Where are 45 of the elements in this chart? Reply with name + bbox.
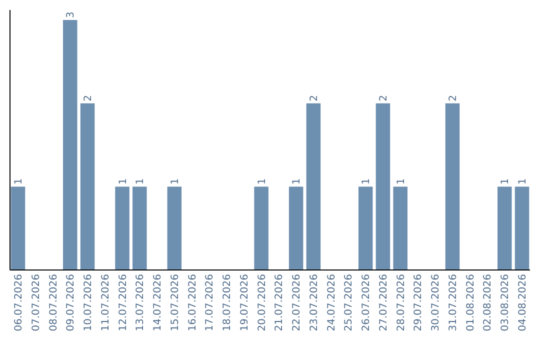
x-tick-label: 29.07.2026	[413, 274, 424, 332]
data-label: 1	[13, 178, 24, 185]
data-label: 1	[256, 178, 268, 185]
x-tick-label: 20.07.2026	[256, 274, 268, 332]
x-tick-label: 14.07.2026	[152, 274, 164, 332]
x-tick-label: 24.07.2026	[326, 274, 338, 332]
x-tick-label: 19.07.2026	[239, 274, 250, 332]
x-tick-label: 13.07.2026	[135, 274, 146, 332]
x-tick-label: 28.07.2026	[396, 274, 407, 332]
x-tick-label: 23.07.2026	[308, 274, 320, 332]
x-tick-label: 15.07.2026	[170, 274, 181, 332]
data-label: 1	[396, 178, 407, 185]
x-tick-label: 17.07.2026	[204, 274, 216, 332]
x-tick-label: 01.08.2026	[465, 274, 476, 332]
data-label: 1	[170, 178, 181, 185]
data-label: 1	[118, 178, 129, 185]
x-tick-label: 02.08.2026	[482, 274, 494, 332]
x-tick-label: 25.07.2026	[344, 274, 355, 332]
data-label: 1	[361, 178, 372, 185]
data-label: 2	[448, 94, 459, 102]
data-label: 2	[83, 94, 94, 102]
x-tick-label: 11.07.2026	[100, 274, 112, 332]
data-label: 1	[292, 178, 303, 185]
x-tick-label: 22.07.2026	[292, 274, 303, 332]
x-tick-label: 03.08.2026	[500, 274, 512, 332]
x-tick-label: 12.07.2026	[118, 274, 129, 332]
x-tick-label: 04.08.2026	[518, 274, 529, 332]
x-tick-label: 30.07.2026	[430, 274, 442, 332]
x-tick-label: 18.07.2026	[222, 274, 234, 332]
x-tick-label: 26.07.2026	[361, 274, 372, 332]
x-tick-label: 07.07.2026	[30, 274, 42, 332]
x-tick-label: 08.07.2026	[48, 274, 60, 332]
data-label: 3	[66, 12, 77, 18]
data-label: 1	[135, 178, 146, 185]
x-tick-label: 06.07.2026	[13, 274, 24, 332]
x-tick-label: 21.07.2026	[274, 274, 286, 332]
x-tick-label: 16.07.2026	[187, 274, 198, 332]
data-label: 1	[500, 178, 512, 185]
data-label: 2	[308, 94, 320, 102]
x-tick-label: 10.07.2026	[83, 274, 94, 332]
x-tick-label: 27.07.2026	[378, 274, 390, 332]
x-tick-label: 09.07.2026	[66, 274, 77, 332]
x-tick-label: 31.07.2026	[448, 274, 459, 332]
data-label: 1	[518, 178, 529, 185]
data-label: 2	[378, 94, 390, 102]
